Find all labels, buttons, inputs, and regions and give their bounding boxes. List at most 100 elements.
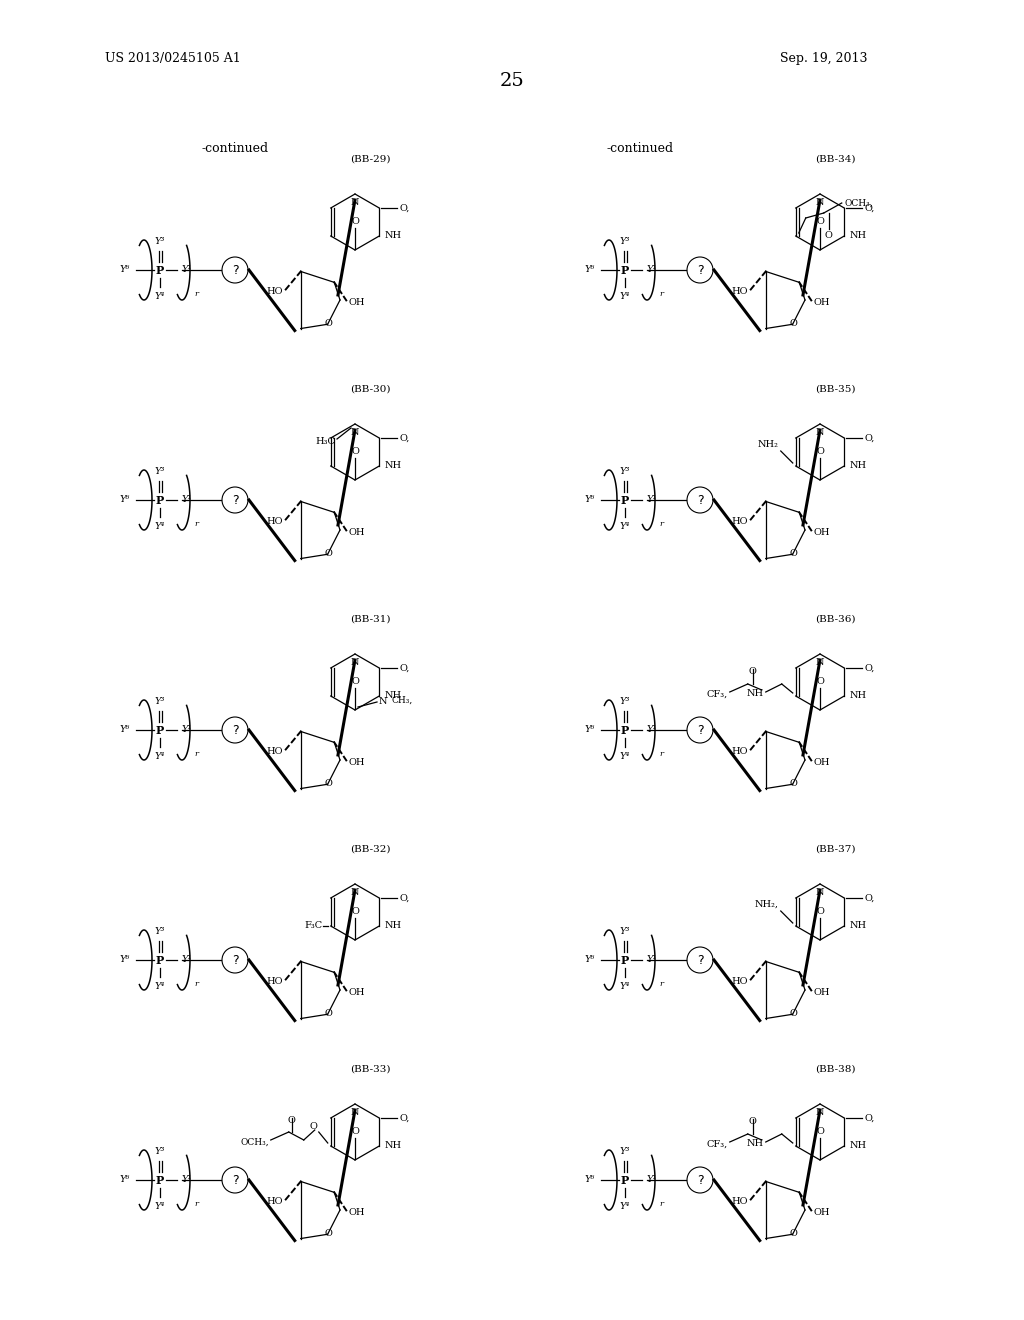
Text: Y⁶: Y⁶ xyxy=(120,1176,130,1184)
Text: Y⁶: Y⁶ xyxy=(585,495,595,504)
Text: (BB-36): (BB-36) xyxy=(815,615,855,624)
Text: Y³: Y³ xyxy=(620,927,630,936)
Text: O: O xyxy=(351,907,359,916)
Text: (BB-38): (BB-38) xyxy=(815,1065,855,1074)
Text: CH₃,: CH₃, xyxy=(391,696,413,705)
Text: HO: HO xyxy=(731,747,748,756)
Text: O,: O, xyxy=(864,1114,874,1122)
Text: NH: NH xyxy=(746,1139,764,1148)
Text: Y⁶: Y⁶ xyxy=(585,956,595,965)
Text: HO: HO xyxy=(266,747,283,756)
Text: Y⁴: Y⁴ xyxy=(620,1203,630,1210)
Text: Y¹: Y¹ xyxy=(647,726,657,734)
Text: N: N xyxy=(379,697,387,706)
Text: NH: NH xyxy=(849,231,866,240)
Text: O: O xyxy=(325,319,333,329)
Text: O,: O, xyxy=(399,894,410,903)
Text: N: N xyxy=(351,198,359,207)
Text: Y⁴: Y⁴ xyxy=(620,752,630,762)
Text: O: O xyxy=(351,677,359,686)
Text: ?: ? xyxy=(696,954,703,968)
Text: O: O xyxy=(816,677,824,686)
Text: Y⁶: Y⁶ xyxy=(585,726,595,734)
Text: Y³: Y³ xyxy=(155,697,165,706)
Text: Y⁴: Y⁴ xyxy=(155,521,165,531)
Text: (BB-35): (BB-35) xyxy=(815,385,855,393)
Text: (BB-34): (BB-34) xyxy=(815,154,855,164)
Text: Y⁶: Y⁶ xyxy=(585,1176,595,1184)
Text: Y¹: Y¹ xyxy=(182,265,193,275)
Text: Y¹: Y¹ xyxy=(182,726,193,734)
Text: Y¹: Y¹ xyxy=(647,1176,657,1184)
Text: O: O xyxy=(325,1010,333,1018)
Text: ?: ? xyxy=(231,954,239,968)
Text: NH: NH xyxy=(849,462,866,470)
Text: OH: OH xyxy=(348,528,365,537)
Text: N: N xyxy=(816,428,824,437)
Text: O: O xyxy=(325,1229,333,1238)
Text: O: O xyxy=(824,231,833,240)
Text: Y⁴: Y⁴ xyxy=(620,292,630,301)
Text: O,: O, xyxy=(864,894,874,903)
Text: OH: OH xyxy=(348,1208,365,1217)
Text: O,: O, xyxy=(399,433,410,442)
Text: O: O xyxy=(310,1122,317,1131)
Text: Y⁴: Y⁴ xyxy=(155,752,165,762)
Text: r: r xyxy=(659,750,663,758)
Text: NH: NH xyxy=(384,692,401,701)
Text: HO: HO xyxy=(266,1197,283,1206)
Text: O: O xyxy=(351,447,359,455)
Text: N: N xyxy=(816,888,824,898)
Text: HO: HO xyxy=(731,1197,748,1206)
Text: HO: HO xyxy=(266,286,283,296)
Text: O: O xyxy=(790,1010,798,1018)
Text: N: N xyxy=(351,657,359,667)
Text: ?: ? xyxy=(231,1175,239,1188)
Text: HO: HO xyxy=(266,517,283,525)
Text: O,: O, xyxy=(399,203,410,213)
Text: O,: O, xyxy=(864,664,874,672)
Text: P: P xyxy=(621,264,629,276)
Text: ?: ? xyxy=(231,264,239,277)
Text: O: O xyxy=(749,667,757,676)
Text: Y¹: Y¹ xyxy=(182,1176,193,1184)
Text: O: O xyxy=(325,549,333,558)
Text: O: O xyxy=(816,216,824,226)
Text: P: P xyxy=(621,725,629,735)
Text: r: r xyxy=(659,520,663,528)
Text: OH: OH xyxy=(348,987,365,997)
Text: O,: O, xyxy=(864,203,874,213)
Text: r: r xyxy=(659,979,663,987)
Text: Y¹: Y¹ xyxy=(182,495,193,504)
Text: N: N xyxy=(351,888,359,898)
Text: r: r xyxy=(194,750,198,758)
Text: r: r xyxy=(194,1200,198,1208)
Text: ?: ? xyxy=(231,725,239,738)
Text: F₃C: F₃C xyxy=(304,921,323,931)
Text: NH: NH xyxy=(384,921,401,931)
Text: NH: NH xyxy=(849,921,866,931)
Text: r: r xyxy=(194,520,198,528)
Text: N: N xyxy=(816,1107,824,1117)
Text: Y⁴: Y⁴ xyxy=(620,521,630,531)
Text: Y³: Y³ xyxy=(620,467,630,477)
Text: Y³: Y³ xyxy=(620,1147,630,1156)
Text: NH: NH xyxy=(384,462,401,470)
Text: N: N xyxy=(351,1107,359,1117)
Text: OH: OH xyxy=(813,987,829,997)
Text: O: O xyxy=(790,549,798,558)
Text: NH: NH xyxy=(384,1142,401,1151)
Text: OCH₃,: OCH₃, xyxy=(845,198,873,207)
Text: N: N xyxy=(816,198,824,207)
Text: Y³: Y³ xyxy=(155,467,165,477)
Text: 25: 25 xyxy=(500,73,524,90)
Text: (BB-30): (BB-30) xyxy=(350,385,390,393)
Text: Y⁶: Y⁶ xyxy=(120,956,130,965)
Text: CF₃,: CF₃, xyxy=(707,1139,728,1148)
Text: (BB-29): (BB-29) xyxy=(350,154,390,164)
Text: N: N xyxy=(816,657,824,667)
Text: r: r xyxy=(194,290,198,298)
Text: r: r xyxy=(194,979,198,987)
Text: O: O xyxy=(351,216,359,226)
Text: Y⁶: Y⁶ xyxy=(120,265,130,275)
